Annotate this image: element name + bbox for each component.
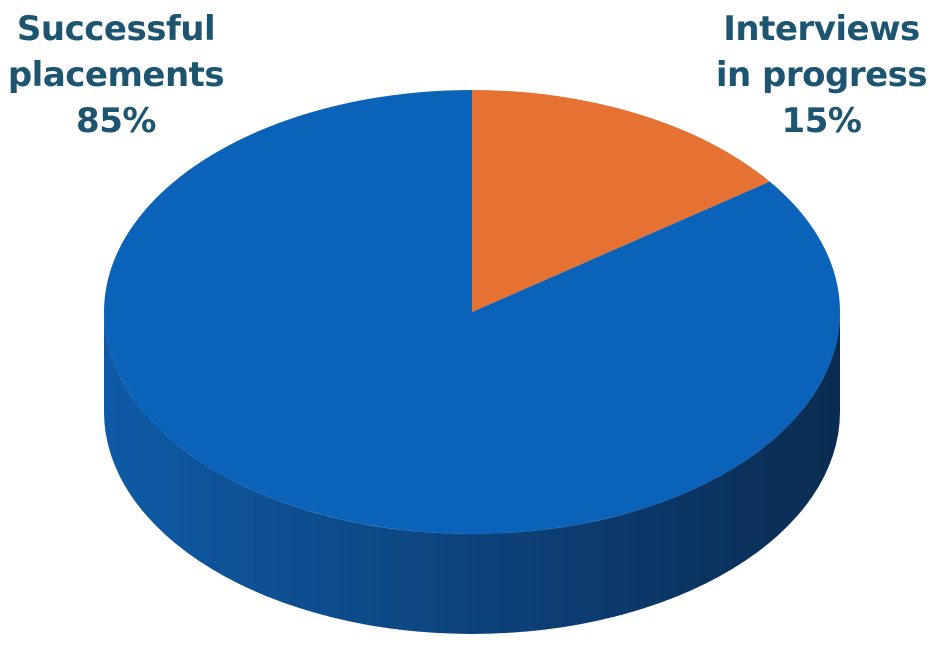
label-successful-line-2: placements (7, 55, 225, 95)
label-successful-line-1: Successful (16, 9, 216, 49)
label-successful-placements: Successful placements 85% (0, 6, 232, 144)
label-interviews-in-progress: Interviews in progress 15% (712, 6, 931, 144)
pie-side-wall (104, 312, 840, 634)
label-interviews-percent: 15% (781, 101, 862, 141)
slice-interviews-in-progress[interactable] (472, 90, 770, 312)
label-successful-percent: 85% (76, 101, 156, 141)
label-interviews-line-2: in progress (715, 55, 928, 95)
slice-successful-placements[interactable] (104, 90, 841, 534)
label-interviews-line-1: Interviews (723, 9, 920, 49)
